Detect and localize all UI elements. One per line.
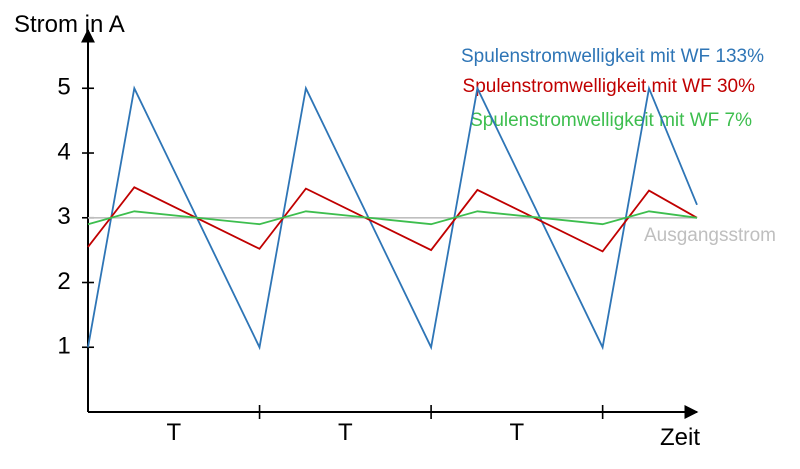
reference-label: Ausgangsstrom [644,225,776,246]
legend-series-wf-133: Spulenstromwelligkeit mit WF 133% [461,46,764,67]
x-axis-title: Zeit [660,424,700,451]
period-label-1: T [166,419,181,446]
y-tick-label-5: 5 [57,74,70,101]
series-line-wf-30 [87,186,698,253]
y-tick-label-3: 3 [57,203,70,230]
y-tick-label-1: 1 [57,333,70,360]
legend-series-wf-7: Spulenstromwelligkeit mit WF 7% [470,110,752,131]
series-line-wf-7 [87,210,698,226]
y-axis-title: Strom in A [14,11,125,38]
period-label-2: T [338,419,353,446]
period-label-3: T [510,419,525,446]
legend-series-wf-30: Spulenstromwelligkeit mit WF 30% [463,76,756,97]
series-layer [87,85,698,351]
series-line-wf-133 [87,85,698,351]
y-tick-label-4: 4 [57,138,70,165]
y-tick-label-2: 2 [57,268,70,295]
ticks-layer: 1 2 3 4 5 T T T [57,74,604,446]
